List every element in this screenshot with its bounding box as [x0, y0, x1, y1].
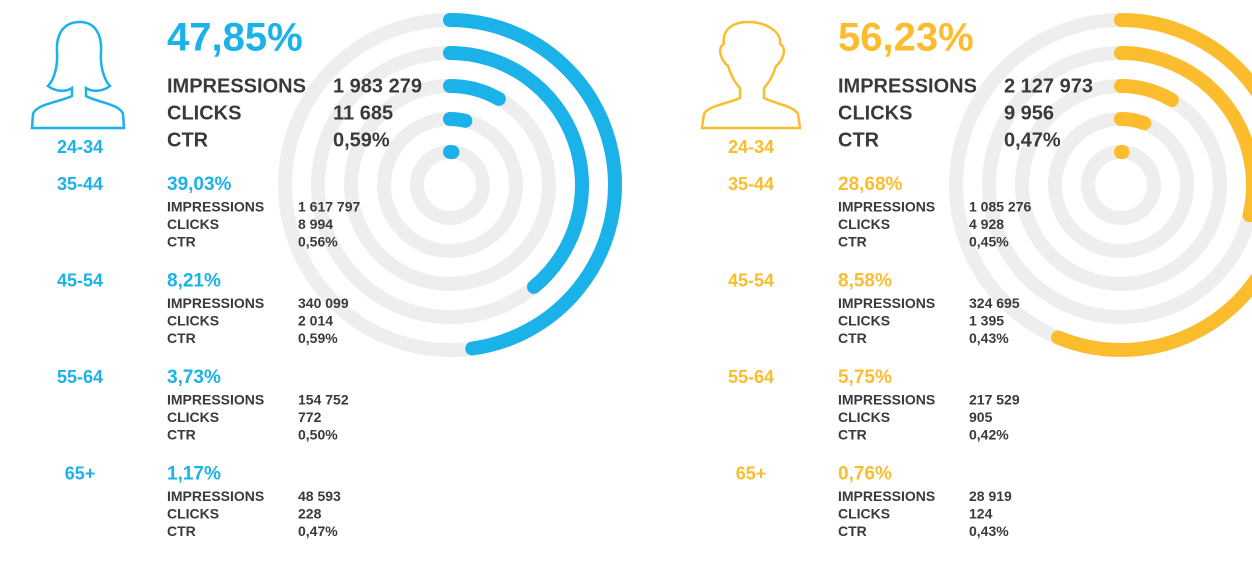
metric-value: 0,45%	[969, 234, 1009, 250]
metric-value: 11 685	[333, 102, 393, 124]
metric-value: 1 395	[969, 313, 1004, 329]
metric-value: 2 014	[298, 313, 333, 329]
metric-value: 48 593	[298, 488, 341, 504]
metric-value: 0,56%	[298, 234, 338, 250]
metric-label: CTR	[167, 129, 209, 151]
share-percent: 0,76%	[838, 464, 892, 485]
share-percent: 1,17%	[167, 464, 221, 485]
metric-label: IMPRESSIONS	[167, 392, 264, 408]
share-percent: 47,85%	[167, 16, 303, 60]
metric-label: IMPRESSIONS	[838, 392, 935, 408]
metric-label: IMPRESSIONS	[838, 199, 935, 215]
metric-value: 0,43%	[969, 330, 1009, 346]
metric-value: 217 529	[969, 392, 1020, 408]
metric-value: 9 956	[1004, 102, 1054, 124]
metric-value: 1 617 797	[298, 199, 360, 215]
metric-value: 8 994	[298, 216, 333, 232]
arc-bar	[1114, 79, 1179, 108]
metric-label: CLICKS	[838, 102, 912, 124]
metric-label: CTR	[167, 427, 196, 443]
metric-value: 1 085 276	[969, 199, 1031, 215]
metric-value: 0,42%	[969, 427, 1009, 443]
metric-value: 2 127 973	[1004, 75, 1093, 97]
metric-label: CTR	[838, 234, 867, 250]
metric-label: CTR	[838, 523, 867, 539]
arc-bar	[443, 79, 506, 106]
age-group: 55-64	[728, 367, 774, 387]
share-percent: 28,68%	[838, 174, 903, 195]
share-percent: 56,23%	[838, 16, 974, 60]
metric-label: CTR	[838, 330, 867, 346]
metric-label: CLICKS	[167, 216, 219, 232]
metric-label: IMPRESSIONS	[167, 75, 306, 97]
age-group: 35-44	[57, 174, 103, 194]
metric-value: 228	[298, 506, 322, 522]
metric-label: CTR	[838, 129, 880, 151]
share-percent: 8,58%	[838, 271, 892, 292]
metric-value: 340 099	[298, 295, 349, 311]
ring-track	[377, 112, 523, 258]
metric-label: IMPRESSIONS	[167, 295, 264, 311]
metric-value: 154 752	[298, 392, 349, 408]
metric-value: 1 983 279	[333, 75, 422, 97]
metric-value: 0,50%	[298, 427, 338, 443]
metric-label: CTR	[167, 234, 196, 250]
metric-label: CLICKS	[167, 313, 219, 329]
arc-bar	[443, 13, 622, 356]
age-group: 65+	[65, 463, 96, 483]
age-group: 45-54	[57, 270, 103, 290]
metric-value: 0,47%	[1004, 129, 1061, 151]
metric-value: 124	[969, 506, 993, 522]
metric-label: CLICKS	[838, 313, 890, 329]
metric-label: CLICKS	[167, 506, 219, 522]
ring-track	[410, 145, 490, 225]
arc-bar	[1051, 13, 1252, 357]
metric-value: 324 695	[969, 295, 1020, 311]
metric-label: IMPRESSIONS	[838, 295, 935, 311]
metric-label: CTR	[838, 427, 867, 443]
metric-label: CTR	[167, 330, 196, 346]
share-percent: 3,73%	[167, 367, 221, 388]
age-group: 35-44	[728, 174, 774, 194]
metric-value: 0,47%	[298, 523, 338, 539]
age-group: 24-34	[728, 137, 774, 157]
share-percent: 5,75%	[838, 367, 892, 388]
share-percent: 8,21%	[167, 271, 221, 292]
metric-label: CTR	[167, 523, 196, 539]
arc-bar	[1114, 112, 1152, 131]
metric-label: CLICKS	[838, 216, 890, 232]
metric-label: CLICKS	[167, 409, 219, 425]
metric-label: IMPRESSIONS	[167, 199, 264, 215]
ring-track	[1081, 145, 1161, 225]
metric-value: 0,59%	[333, 129, 390, 151]
female-icon	[30, 20, 126, 130]
arc-bar	[443, 46, 589, 294]
metric-value: 4 928	[969, 216, 1004, 232]
metric-value: 772	[298, 409, 322, 425]
age-group: 65+	[736, 463, 767, 483]
metric-value: 0,43%	[969, 523, 1009, 539]
metric-label: CLICKS	[838, 506, 890, 522]
metric-value: 905	[969, 409, 993, 425]
share-percent: 39,03%	[167, 174, 232, 195]
arc-bar	[1114, 46, 1252, 223]
metric-label: IMPRESSIONS	[167, 488, 264, 504]
metric-value: 0,59%	[298, 330, 338, 346]
metric-value: 28 919	[969, 488, 1012, 504]
arc-bar	[443, 111, 473, 128]
age-group: 55-64	[57, 367, 103, 387]
ring-track	[1048, 112, 1194, 258]
age-group: 24-34	[57, 137, 103, 157]
age-group: 45-54	[728, 270, 774, 290]
male-icon	[700, 20, 802, 130]
metric-label: IMPRESSIONS	[838, 75, 977, 97]
metric-label: IMPRESSIONS	[838, 488, 935, 504]
metric-label: CLICKS	[838, 409, 890, 425]
metric-label: CLICKS	[167, 102, 241, 124]
